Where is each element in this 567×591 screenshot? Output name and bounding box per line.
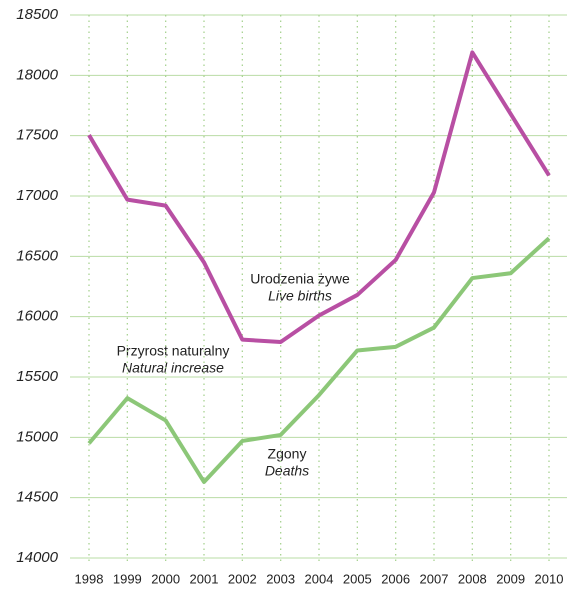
y-tick-label: 17500 bbox=[16, 127, 58, 144]
y-tick-label: 15000 bbox=[16, 428, 58, 445]
y-tick-label: 18500 bbox=[16, 6, 58, 23]
x-tick-label: 2005 bbox=[343, 571, 372, 586]
annotation: Zgony bbox=[268, 446, 307, 462]
y-tick-label: 16500 bbox=[16, 247, 58, 264]
x-tick-label: 2006 bbox=[381, 571, 410, 586]
x-tick-label: 1999 bbox=[113, 571, 142, 586]
x-tick-label: 2002 bbox=[228, 571, 257, 586]
series-line bbox=[87, 50, 551, 345]
y-tick-label: 17000 bbox=[16, 187, 58, 204]
x-tick-label: 2000 bbox=[151, 571, 180, 586]
annotation: Live births bbox=[268, 288, 332, 304]
x-tick-label: 2007 bbox=[420, 571, 449, 586]
x-tick-label: 2008 bbox=[458, 571, 487, 586]
y-tick-label: 16000 bbox=[16, 308, 58, 325]
y-tick-label: 15500 bbox=[16, 368, 58, 385]
x-tick-label: 2004 bbox=[305, 571, 334, 586]
x-tick-label: 2001 bbox=[190, 571, 219, 586]
x-tick-label: 2003 bbox=[266, 571, 295, 586]
annotation: Przyrost naturalny bbox=[117, 343, 230, 359]
annotation: Deaths bbox=[265, 463, 309, 479]
x-tick-label: 2010 bbox=[535, 571, 564, 586]
series-line bbox=[87, 236, 551, 484]
y-tick-label: 14500 bbox=[16, 489, 58, 506]
y-tick-label: 18000 bbox=[16, 66, 58, 83]
annotation: Urodzenia żywe bbox=[250, 271, 350, 287]
x-tick-label: 1998 bbox=[75, 571, 104, 586]
x-tick-label: 2009 bbox=[496, 571, 525, 586]
annotation: Natural increase bbox=[122, 360, 224, 376]
y-tick-label: 14000 bbox=[16, 549, 58, 566]
